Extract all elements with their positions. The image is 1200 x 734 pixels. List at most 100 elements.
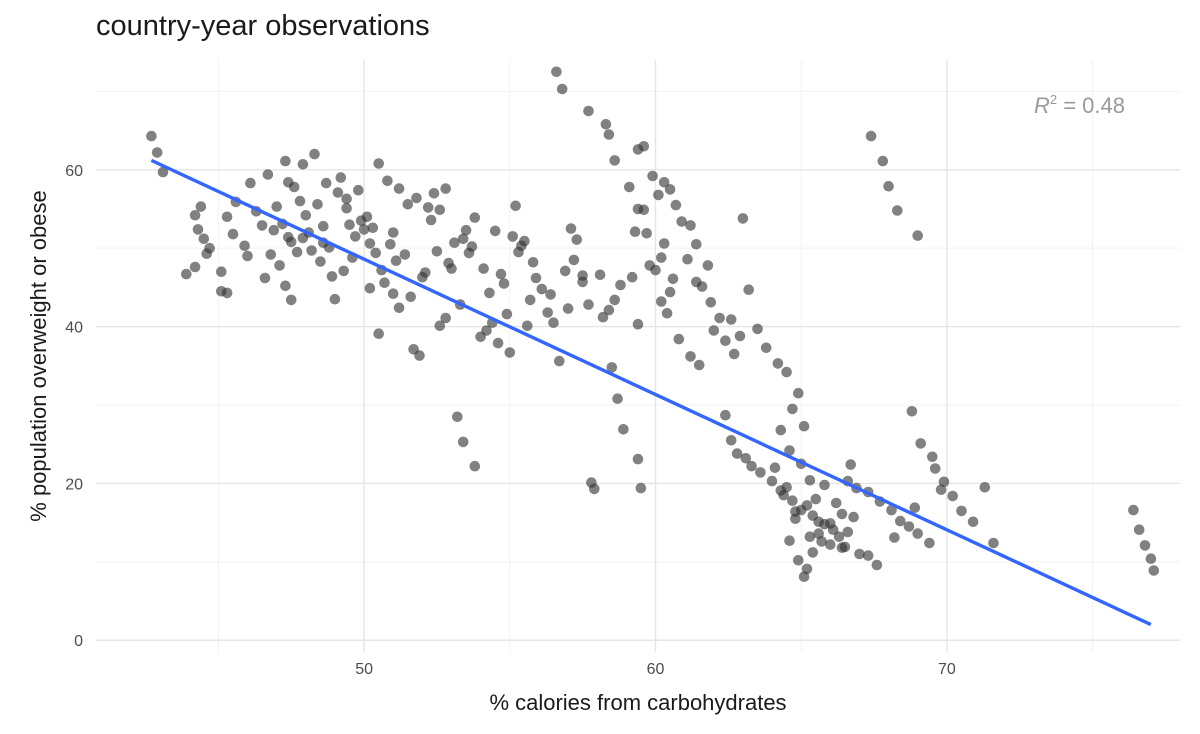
data-point-144	[664, 286, 676, 298]
data-point-212	[956, 505, 967, 517]
data-point-103	[548, 317, 559, 329]
data-point-135	[658, 177, 670, 188]
data-point-23	[274, 260, 285, 271]
data-point-216	[909, 502, 921, 513]
data-point-88	[469, 460, 481, 472]
data-point-278	[201, 248, 212, 259]
data-point-87	[457, 436, 469, 448]
data-point-237	[682, 253, 693, 265]
data-point-217	[906, 406, 918, 417]
data-point-146	[676, 216, 687, 227]
data-point-42	[335, 172, 347, 183]
data-point-284	[597, 311, 609, 323]
data-point-283	[562, 303, 574, 314]
data-point-53	[353, 184, 364, 196]
data-point-175	[801, 500, 813, 511]
data-point-233	[615, 279, 626, 291]
data-point-74	[434, 320, 446, 332]
data-point-226	[513, 246, 524, 258]
data-point-231	[568, 254, 580, 266]
data-point-275	[285, 236, 297, 248]
data-point-266	[411, 192, 422, 204]
data-point-118	[583, 105, 594, 117]
data-point-236	[641, 228, 652, 239]
data-point-134	[653, 189, 664, 201]
data-point-40	[309, 148, 320, 160]
data-point-45	[350, 231, 361, 242]
data-point-151	[714, 312, 725, 324]
y-axis-title: % population overweight or obese	[26, 190, 51, 521]
data-point-58	[373, 328, 385, 340]
data-point-205	[877, 155, 889, 167]
data-point-208	[912, 230, 923, 241]
data-point-71	[425, 214, 437, 226]
data-point-102	[542, 307, 553, 318]
r-squared-value: = 0.48	[1057, 93, 1125, 118]
r-squared-var: R	[1034, 93, 1050, 118]
data-point-63	[393, 302, 405, 314]
data-point-76	[434, 204, 446, 216]
data-point-83	[440, 183, 452, 194]
data-point-126	[612, 393, 623, 405]
data-point-197	[924, 537, 935, 549]
data-point-239	[708, 325, 720, 336]
tick-labels: 50 60 70 0 20 40 60	[65, 163, 956, 678]
data-point-188	[845, 459, 856, 470]
y-tick-label-1: 20	[65, 476, 83, 493]
data-point-230	[559, 265, 571, 277]
data-point-4	[195, 201, 207, 212]
data-point-222	[1133, 524, 1145, 535]
data-point-164	[725, 435, 737, 446]
data-point-193	[886, 504, 897, 516]
data-point-48	[341, 202, 352, 214]
data-point-5	[192, 224, 204, 235]
data-point-260	[848, 511, 859, 523]
data-point-223	[1139, 540, 1151, 551]
data-point-136	[664, 184, 676, 195]
data-point-213	[967, 516, 979, 528]
data-point-253	[830, 497, 842, 509]
data-point-51	[358, 224, 370, 235]
data-point-152	[720, 335, 731, 347]
data-point-257	[842, 526, 854, 538]
data-point-194	[895, 515, 906, 527]
data-point-277	[239, 240, 250, 252]
data-point-242	[685, 351, 696, 362]
data-point-276	[268, 224, 280, 236]
data-point-104	[522, 320, 533, 332]
data-point-119	[600, 119, 612, 130]
data-point-26	[280, 155, 291, 167]
r-squared-exponent: 2	[1050, 92, 1057, 107]
data-point-161	[793, 387, 804, 399]
data-point-265	[382, 175, 393, 187]
data-point-248	[804, 475, 816, 486]
x-tick-label-1: 60	[647, 661, 665, 678]
data-point-155	[743, 284, 754, 296]
data-point-160	[787, 403, 798, 415]
data-point-84	[460, 224, 472, 236]
data-point-234	[577, 276, 588, 288]
data-point-73	[428, 188, 440, 199]
data-point-200	[854, 548, 865, 560]
data-point-228	[536, 283, 548, 295]
trend-line-group	[150, 158, 1152, 627]
data-point-224	[1145, 553, 1157, 564]
data-point-227	[530, 272, 542, 284]
data-point-167	[746, 460, 757, 472]
data-point-127	[618, 424, 629, 435]
data-point-249	[769, 462, 781, 474]
data-point-140	[656, 252, 667, 263]
data-point-121	[609, 155, 620, 166]
data-point-184	[784, 535, 795, 546]
data-point-125	[606, 362, 618, 373]
data-point-272	[364, 282, 376, 294]
data-point-39	[291, 246, 303, 258]
data-point-100	[510, 200, 521, 212]
data-point-69	[414, 350, 425, 361]
data-point-241	[702, 260, 714, 271]
data-point-198	[833, 531, 845, 542]
data-point-269	[463, 247, 475, 259]
data-point-54	[373, 158, 385, 169]
data-point-182	[825, 539, 836, 550]
trend-line	[150, 158, 1152, 627]
